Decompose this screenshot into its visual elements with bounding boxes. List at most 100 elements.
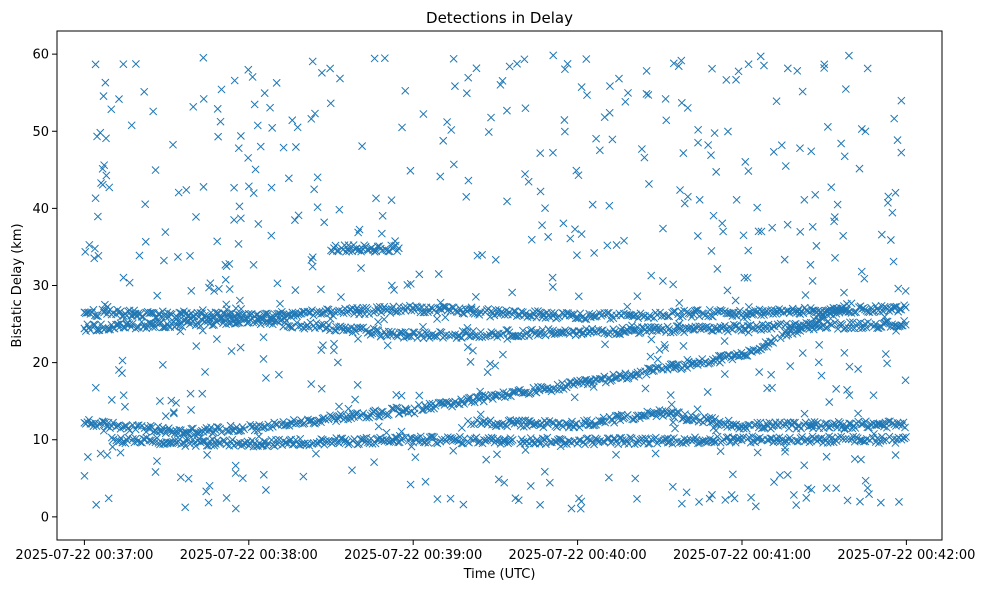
detection-point <box>781 162 790 171</box>
detection-point <box>671 360 680 369</box>
detection-point <box>572 166 581 175</box>
detection-point <box>313 203 322 212</box>
detection-point <box>317 384 326 393</box>
detection-point <box>357 264 366 273</box>
detection-point <box>604 330 613 339</box>
detection-point <box>595 146 604 155</box>
detection-point <box>775 471 784 480</box>
detection-point <box>463 343 472 352</box>
detection-point <box>724 416 733 425</box>
detection-point <box>99 92 108 101</box>
detection-point <box>653 355 662 364</box>
detection-point <box>572 251 581 260</box>
detection-point <box>612 241 621 249</box>
detection-point <box>184 474 193 483</box>
detection-point <box>100 161 109 170</box>
detection-point <box>217 314 226 322</box>
detection-point <box>766 434 775 443</box>
detection-point <box>318 341 327 350</box>
detection-point <box>309 419 318 427</box>
detection-point <box>857 267 866 276</box>
detection-point <box>91 60 100 69</box>
detection-point <box>394 409 403 418</box>
detection-point <box>455 432 464 441</box>
detection-point <box>801 291 810 300</box>
detection-point <box>410 409 419 418</box>
detection-point <box>744 420 753 429</box>
detection-point <box>253 121 262 130</box>
detection-point <box>610 374 619 383</box>
detection-point <box>883 317 892 326</box>
detection-point <box>353 303 362 312</box>
detection-point <box>369 407 378 416</box>
detection-point <box>92 500 101 509</box>
detection-point <box>539 423 548 432</box>
detection-point <box>719 227 728 236</box>
detection-point <box>834 433 843 442</box>
detection-point <box>694 125 703 134</box>
detection-point <box>583 416 591 425</box>
detection-point <box>837 139 846 148</box>
detection-point <box>288 440 297 449</box>
detection-point <box>556 442 565 451</box>
x-axis-label: Time (UTC) <box>463 567 536 582</box>
detection-point <box>246 310 255 319</box>
detection-point <box>415 270 424 279</box>
detection-point <box>114 365 123 374</box>
detection-point <box>393 307 402 316</box>
detection-point <box>732 195 741 204</box>
detection-point <box>356 323 365 332</box>
detection-point <box>521 104 530 113</box>
detection-point <box>744 303 753 311</box>
detection-point <box>841 324 850 333</box>
data-points <box>80 51 910 513</box>
detection-point <box>125 426 134 435</box>
detection-point <box>732 420 741 429</box>
detection-point <box>251 165 260 174</box>
detection-point <box>747 493 756 502</box>
detection-point <box>119 391 128 400</box>
detection-point <box>659 224 667 233</box>
detection-point <box>520 55 529 64</box>
detection-point <box>291 143 300 151</box>
detection-point <box>83 452 92 461</box>
detection-point <box>169 427 178 436</box>
detection-point <box>491 255 500 264</box>
detection-point <box>707 151 715 160</box>
detection-point <box>457 398 466 407</box>
detection-point <box>635 371 643 380</box>
detection-point <box>494 475 503 484</box>
detection-point <box>100 417 108 426</box>
detection-point <box>570 393 579 402</box>
detection-point <box>769 338 778 347</box>
detection-point <box>187 405 196 414</box>
x-tick-label: 2025-07-22 00:42:00 <box>837 548 975 563</box>
detection-point <box>354 440 363 448</box>
detection-point <box>463 323 472 332</box>
detection-point <box>902 433 910 441</box>
detection-point <box>276 299 284 308</box>
detection-point <box>293 123 302 132</box>
detection-point <box>427 432 436 441</box>
detection-point <box>272 78 281 87</box>
detection-point <box>466 357 475 366</box>
detection-point <box>102 134 110 143</box>
detection-point <box>901 423 909 432</box>
detection-point <box>407 442 416 451</box>
detection-point <box>861 127 870 136</box>
detection-point <box>256 320 265 329</box>
detection-point <box>222 320 231 329</box>
detection-point <box>744 167 753 175</box>
detection-point <box>187 286 196 295</box>
detection-point <box>320 218 329 227</box>
detection-point <box>372 325 381 334</box>
detection-point <box>249 189 258 198</box>
detection-point <box>678 439 687 448</box>
detection-point <box>192 342 201 351</box>
detection-point <box>96 449 105 458</box>
detection-point <box>683 192 692 201</box>
detection-point <box>90 320 99 329</box>
detection-point <box>493 450 501 459</box>
detection-point <box>870 429 878 438</box>
detection-point <box>883 198 892 207</box>
